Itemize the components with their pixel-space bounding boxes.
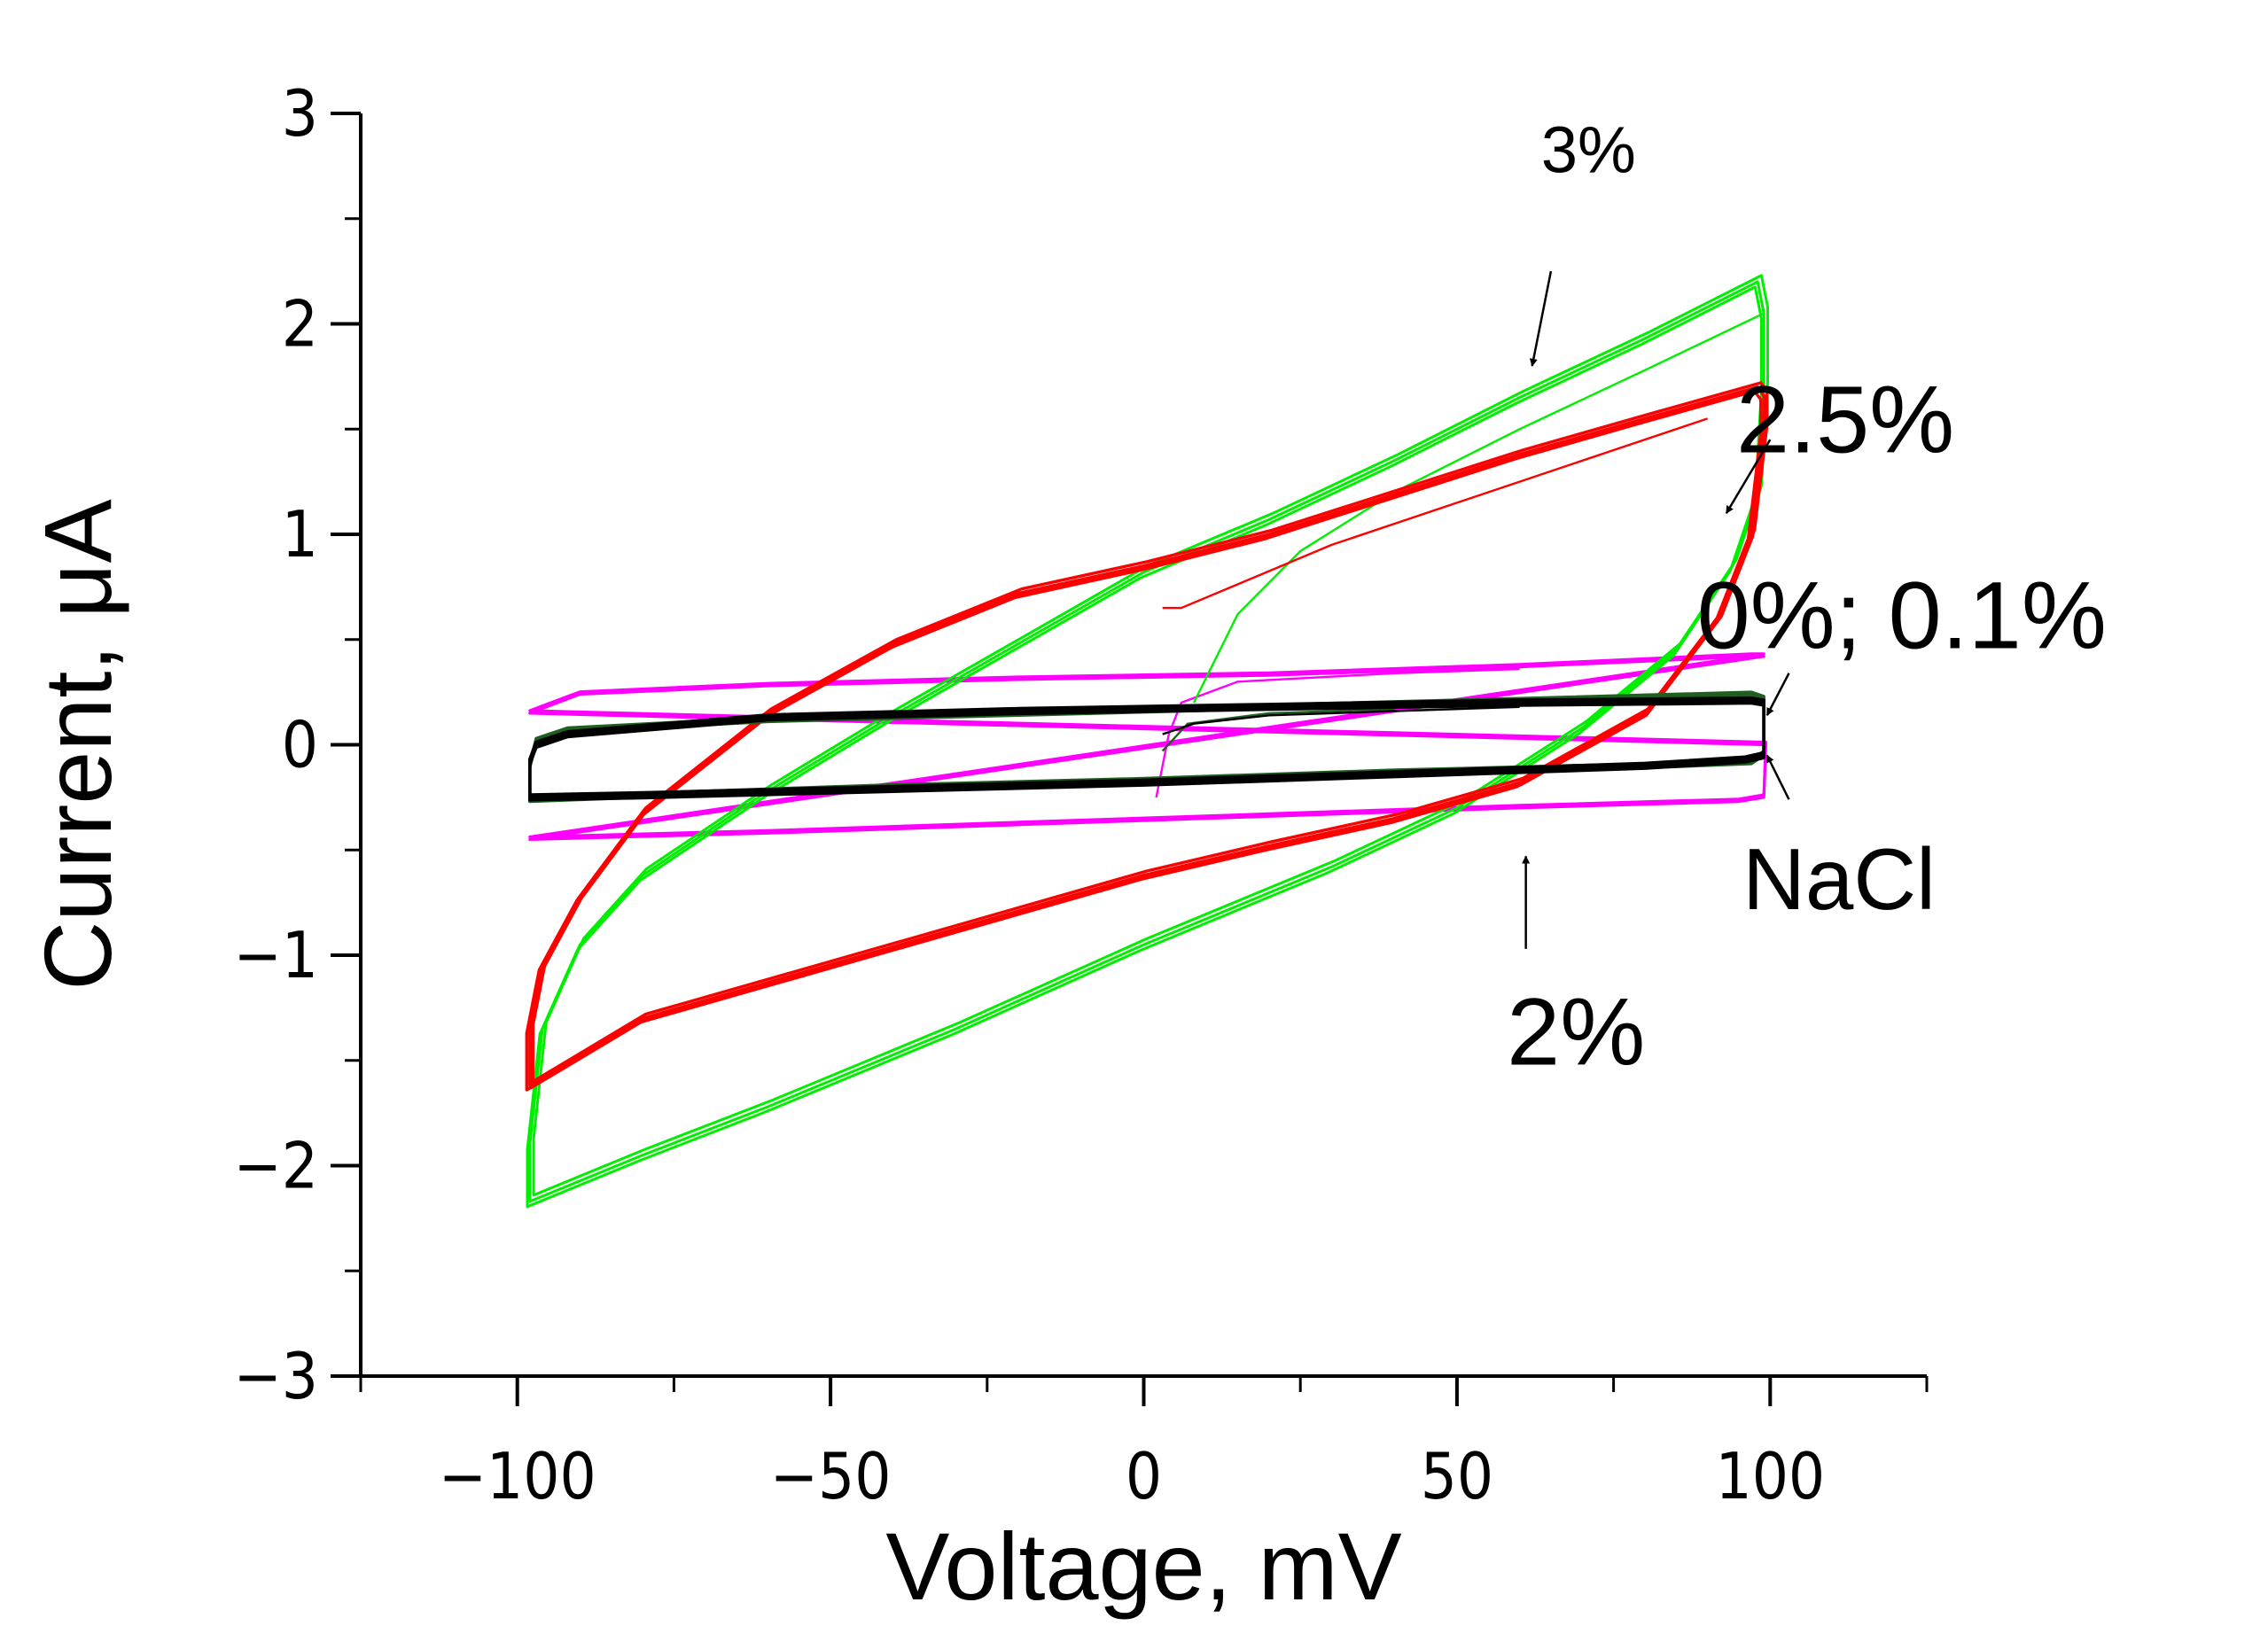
annotation-arrow-2-5: [1725, 439, 1772, 515]
annotation-arrow-0-0-1: [1765, 673, 1790, 717]
series-2-initial-sweep: [1155, 667, 1520, 798]
annotation-label-nacl: NaCl: [1742, 830, 1936, 928]
annotation-label-2: 2%: [1507, 978, 1645, 1085]
annotation-arrow-nacl: [1765, 754, 1790, 800]
x-tick-label: 100: [1715, 1439, 1825, 1513]
y-tick-label: 3: [282, 76, 318, 151]
x-tick-label: 50: [1421, 1439, 1493, 1513]
series-0-0-1: [527, 696, 1765, 802]
series-3-cycle: [528, 280, 1765, 1203]
series-0-0-1-cycle: [527, 701, 1765, 802]
series-3: [526, 274, 1769, 1209]
y-tick-label: −1: [234, 918, 318, 992]
y-axis-title: Current, μA: [24, 499, 131, 990]
annotation-label-0-0-1: 0%; 0.1%: [1697, 561, 2107, 668]
y-tick-label: 0: [282, 708, 318, 782]
series-layer: [525, 274, 1769, 1209]
series-2: [528, 652, 1768, 842]
series-0-0-1-initial-sweep: [1162, 705, 1520, 735]
y-tick-label: 1: [282, 497, 318, 572]
x-tick-label: 0: [1126, 1439, 1162, 1513]
series-2-5-initial-sweep: [1162, 417, 1708, 610]
series-0-0-1-cycle: [527, 697, 1765, 798]
annotation-label-2-5: 2.5%: [1736, 365, 1954, 472]
annotation-label-3: 3%: [1541, 113, 1636, 187]
series-2-cycle: [528, 655, 1768, 842]
annotation-arrow-3: [1529, 270, 1553, 367]
x-tick-label: −50: [770, 1439, 892, 1513]
annotations: 3% 2.5% 0%; 0.1% NaCl 2%: [1507, 113, 2107, 1085]
axes: −3 −2 −1 0 1 2 3 −100 −50 0 50 100: [234, 76, 1929, 1513]
series-3-cycle: [532, 274, 1769, 1197]
series-nacl-initial-sweep: [1161, 707, 1395, 752]
y-tick-label: −3: [234, 1339, 318, 1413]
x-tick-label: −100: [439, 1439, 596, 1513]
y-tick-label: −2: [234, 1129, 318, 1203]
x-axis-title: Voltage, mV: [885, 1513, 1401, 1620]
series-2-cycle: [528, 652, 1768, 839]
y-tick-label: 2: [282, 287, 318, 362]
series-3-cycle: [526, 285, 1763, 1209]
